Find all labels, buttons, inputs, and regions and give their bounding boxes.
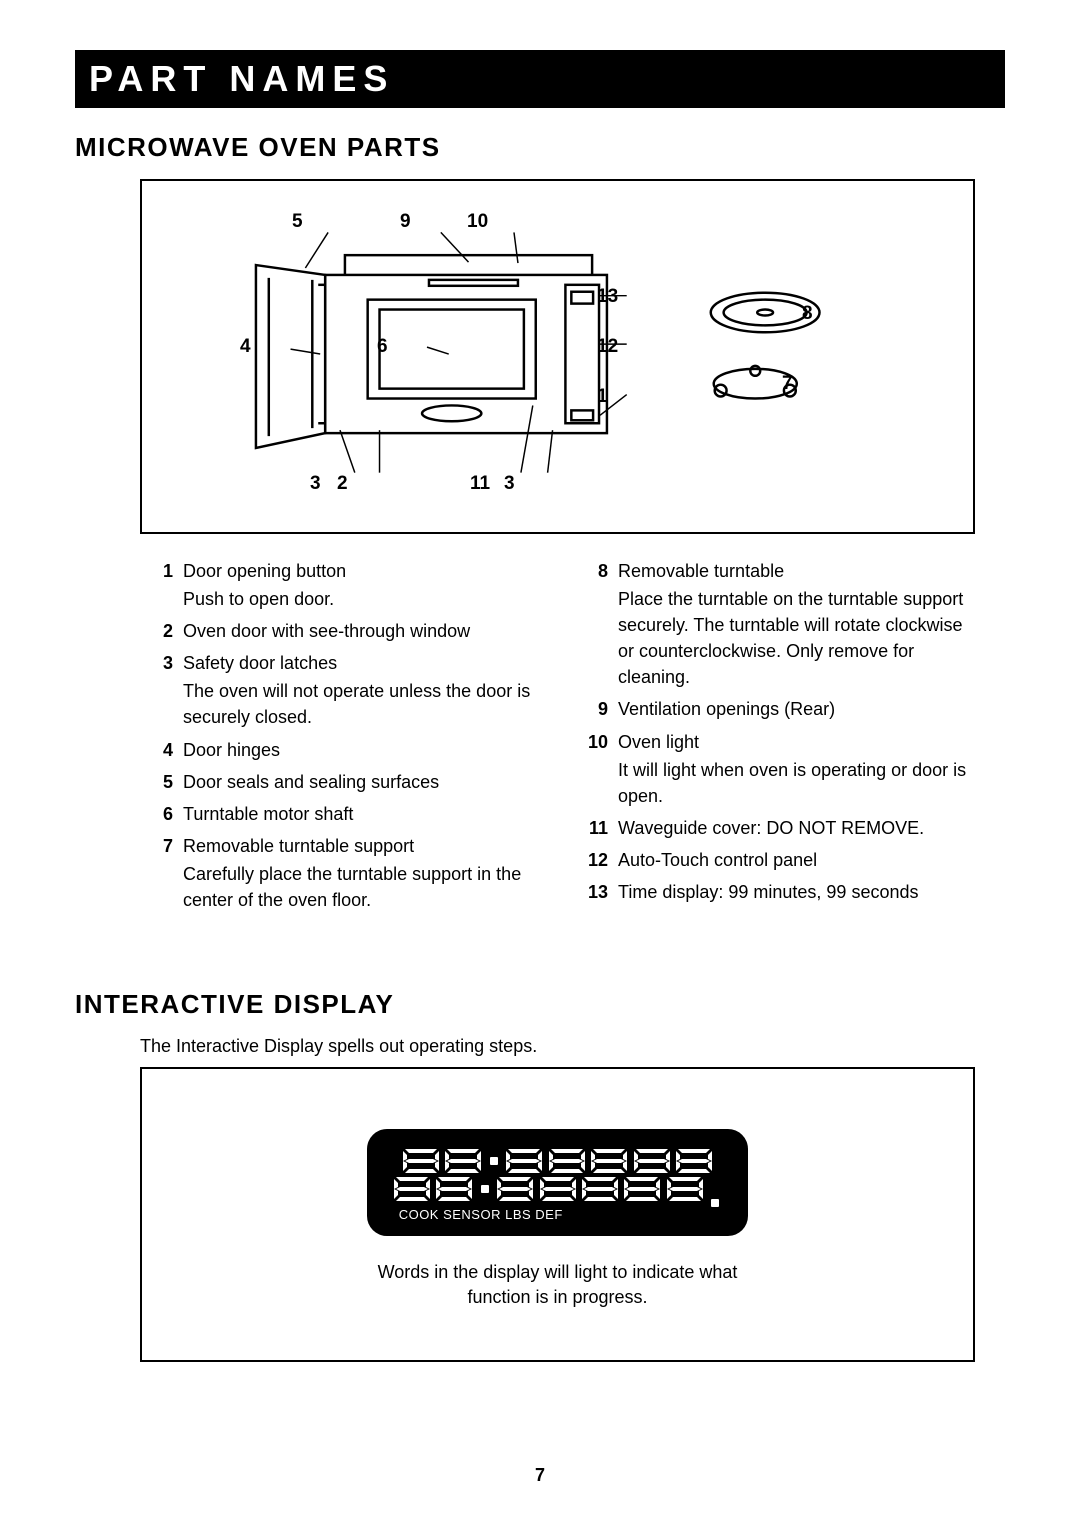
parts-item: 2 Oven door with see-through window bbox=[145, 618, 540, 644]
parts-item-title: Door seals and sealing surfaces bbox=[183, 769, 540, 795]
diagram-label-1: 1 bbox=[597, 386, 608, 408]
lcd-panel: COOK SENSOR LBS DEF bbox=[367, 1129, 749, 1236]
parts-item-body: Door opening buttonPush to open door. bbox=[183, 558, 540, 612]
parts-item-title: Waveguide cover: DO NOT REMOVE. bbox=[618, 815, 975, 841]
diagram-label-12: 12 bbox=[597, 336, 618, 358]
parts-item-body: Time display: 99 minutes, 99 seconds bbox=[618, 879, 975, 905]
parts-item-desc: Place the turntable on the turntable sup… bbox=[618, 586, 975, 690]
diagram-label-13: 13 bbox=[597, 286, 618, 308]
parts-item-number: 3 bbox=[145, 650, 173, 730]
parts-item-title: Safety door latches bbox=[183, 650, 540, 676]
parts-item-number: 8 bbox=[580, 558, 608, 690]
diagram-label-4: 4 bbox=[240, 336, 251, 358]
parts-item: 8Removable turntablePlace the turntable … bbox=[580, 558, 975, 690]
parts-item-title: Auto-Touch control panel bbox=[618, 847, 975, 873]
diagram-label-3b: 3 bbox=[504, 473, 515, 495]
parts-item-body: Turntable motor shaft bbox=[183, 801, 540, 827]
parts-item: 3Safety door latchesThe oven will not op… bbox=[145, 650, 540, 730]
parts-item-body: Ventilation openings (Rear) bbox=[618, 696, 975, 722]
section-heading-parts: MICROWAVE OVEN PARTS bbox=[75, 132, 1005, 163]
diagram-label-8: 8 bbox=[802, 303, 813, 325]
parts-item-body: Removable turntablePlace the turntable o… bbox=[618, 558, 975, 690]
display-caption: Words in the display will light to indic… bbox=[142, 1260, 973, 1310]
parts-item-title: Removable turntable bbox=[618, 558, 975, 584]
parts-item-title: Ventilation openings (Rear) bbox=[618, 696, 975, 722]
parts-item-desc: The oven will not operate unless the doo… bbox=[183, 678, 540, 730]
parts-item-body: Auto-Touch control panel bbox=[618, 847, 975, 873]
parts-item-body: Oven door with see-through window bbox=[183, 618, 540, 644]
diagram-label-11: 11 bbox=[470, 473, 490, 495]
parts-item-title: Removable turntable support bbox=[183, 833, 540, 859]
parts-item-title: Oven door with see-through window bbox=[183, 618, 540, 644]
parts-item: 11 Waveguide cover: DO NOT REMOVE. bbox=[580, 815, 975, 841]
parts-item-number: 13 bbox=[580, 879, 608, 905]
parts-item-title: Oven light bbox=[618, 729, 975, 755]
parts-item: 7Removable turntable supportCarefully pl… bbox=[145, 833, 540, 913]
parts-item-desc: Carefully place the turntable support in… bbox=[183, 861, 540, 913]
parts-item-body: Door seals and sealing surfaces bbox=[183, 769, 540, 795]
display-caption-line1: Words in the display will light to indic… bbox=[378, 1262, 738, 1282]
parts-list: 1Door opening buttonPush to open door.2O… bbox=[145, 558, 975, 919]
parts-item-body: Door hinges bbox=[183, 737, 540, 763]
microwave-diagram: 5 9 10 13 8 4 6 12 7 1 3 2 11 3 bbox=[140, 179, 975, 534]
parts-item: 6 Turntable motor shaft bbox=[145, 801, 540, 827]
diagram-label-5: 5 bbox=[292, 211, 303, 233]
parts-item-title: Door opening button bbox=[183, 558, 540, 584]
parts-item: 5 Door seals and sealing surfaces bbox=[145, 769, 540, 795]
parts-item-title: Turntable motor shaft bbox=[183, 801, 540, 827]
parts-item-number: 2 bbox=[145, 618, 173, 644]
parts-item-body: Safety door latchesThe oven will not ope… bbox=[183, 650, 540, 730]
diagram-label-3a: 3 bbox=[310, 473, 321, 495]
parts-item: 4 Door hinges bbox=[145, 737, 540, 763]
diagram-label-10: 10 bbox=[467, 211, 488, 233]
diagram-label-7: 7 bbox=[782, 373, 793, 395]
microwave-svg bbox=[142, 181, 973, 532]
parts-item: 12 Auto-Touch control panel bbox=[580, 847, 975, 873]
parts-item-desc: It will light when oven is operating or … bbox=[618, 757, 975, 809]
lcd-label-text: COOK SENSOR LBS DEF bbox=[393, 1207, 723, 1222]
parts-item: 1Door opening buttonPush to open door. bbox=[145, 558, 540, 612]
lcd-row-2 bbox=[393, 1175, 723, 1203]
parts-item-body: Waveguide cover: DO NOT REMOVE. bbox=[618, 815, 975, 841]
parts-item-number: 9 bbox=[580, 696, 608, 722]
parts-item-number: 10 bbox=[580, 729, 608, 809]
parts-item-number: 5 bbox=[145, 769, 173, 795]
parts-item-title: Door hinges bbox=[183, 737, 540, 763]
page-number: 7 bbox=[0, 1465, 1080, 1486]
interactive-display-box: COOK SENSOR LBS DEF Words in the display… bbox=[140, 1067, 975, 1362]
display-caption-line2: function is in progress. bbox=[467, 1287, 647, 1307]
page-banner: PART NAMES bbox=[75, 50, 1005, 108]
parts-item-number: 1 bbox=[145, 558, 173, 612]
parts-item: 10Oven lightIt will light when oven is o… bbox=[580, 729, 975, 809]
parts-item-number: 6 bbox=[145, 801, 173, 827]
parts-item-body: Oven lightIt will light when oven is ope… bbox=[618, 729, 975, 809]
parts-item: 13 Time display: 99 minutes, 99 seconds bbox=[580, 879, 975, 905]
diagram-label-6: 6 bbox=[377, 336, 388, 358]
interactive-intro-text: The Interactive Display spells out opera… bbox=[140, 1036, 1005, 1057]
parts-item-body: Removable turntable supportCarefully pla… bbox=[183, 833, 540, 913]
section-heading-display: INTERACTIVE DISPLAY bbox=[75, 989, 1005, 1020]
lcd-row-1 bbox=[393, 1147, 723, 1175]
parts-item-desc: Push to open door. bbox=[183, 586, 540, 612]
parts-item-number: 4 bbox=[145, 737, 173, 763]
diagram-label-9: 9 bbox=[400, 211, 411, 233]
parts-item-number: 11 bbox=[580, 815, 608, 841]
diagram-label-2: 2 bbox=[337, 473, 348, 495]
parts-item-title: Time display: 99 minutes, 99 seconds bbox=[618, 879, 975, 905]
parts-item-number: 7 bbox=[145, 833, 173, 913]
parts-item: 9 Ventilation openings (Rear) bbox=[580, 696, 975, 722]
parts-item-number: 12 bbox=[580, 847, 608, 873]
